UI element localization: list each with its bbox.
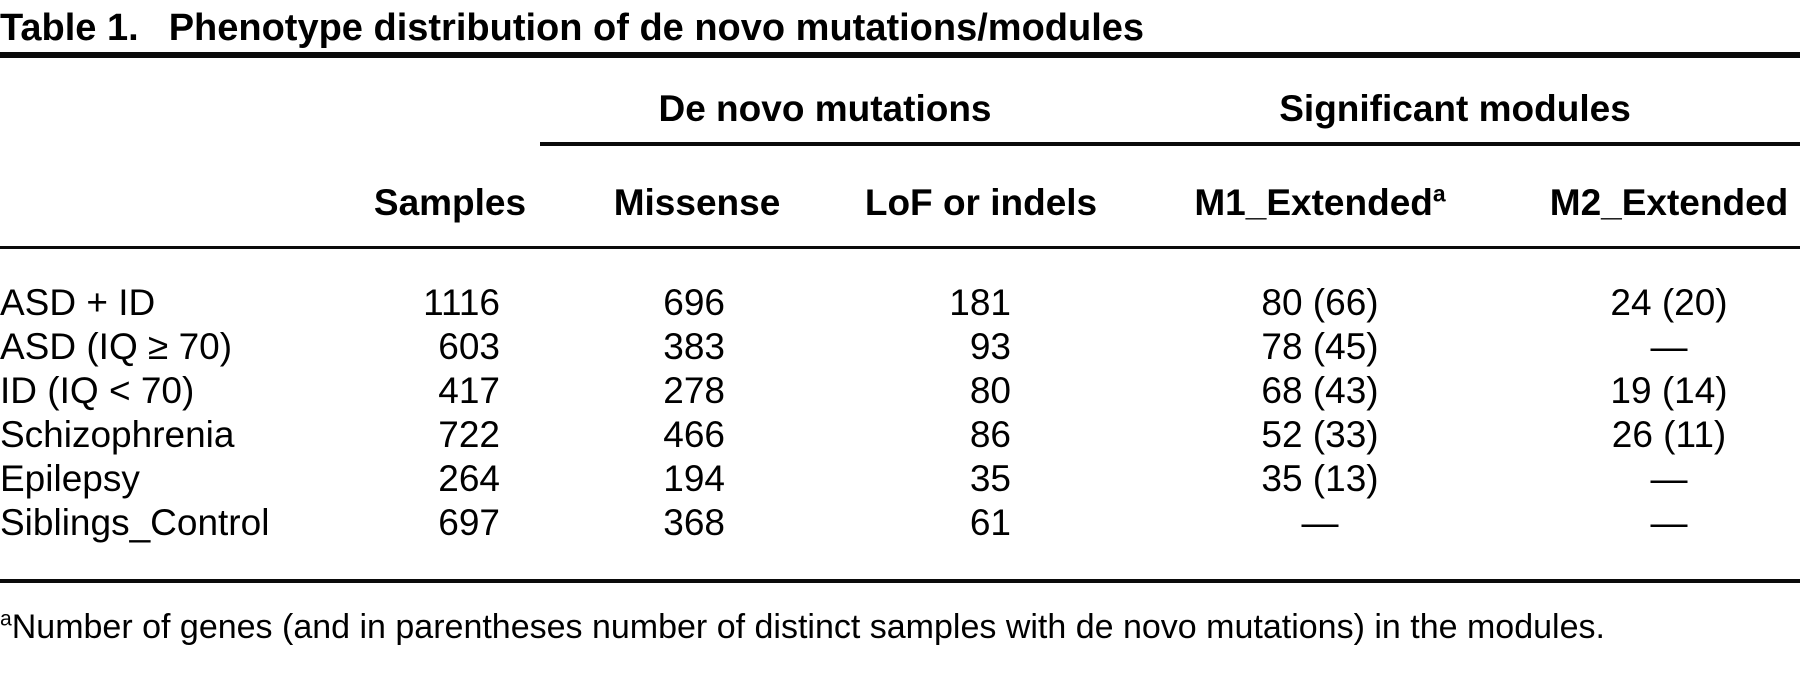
column-header-samples: Samples [360,146,540,249]
m2-cell: 19 (14) [1610,369,1728,411]
column-header-stub [0,146,360,249]
table-caption: Phenotype distribution of de novo mutati… [168,7,1145,49]
missense-cell: 368 [663,501,725,543]
footnote-marker: a [0,607,12,631]
bottom-rule [0,578,1800,583]
group-header-de-novo-mutations: De novo mutations [540,58,1110,146]
table-row: ID (IQ < 70) 417 278 80 68 (43) 19 (14) [0,369,1800,413]
samples-cell: 264 [438,457,500,499]
footnote-text: Number of genes (and in parentheses numb… [11,607,1605,646]
lof-cell: 181 [949,281,1011,323]
lof-cell: 93 [969,325,1011,367]
column-header-row: Samples Missense LoF or indels M1_Extend… [0,146,1800,249]
column-header-m1-extended: M1_Extendeda [1110,146,1460,249]
m1-cell: 68 (43) [1261,369,1379,411]
row-label-cell: ID (IQ < 70) [0,369,195,411]
lof-cell: 80 [969,369,1011,411]
m1-cell: 78 (45) [1261,325,1379,367]
missense-cell: 466 [663,413,725,455]
row-label-cell: Epilepsy [0,457,140,499]
column-header-lof-or-indels: LoF or indels [790,146,1110,249]
lof-cell: 86 [969,413,1011,455]
samples-cell: 697 [438,501,500,543]
samples-cell: 1116 [423,281,500,323]
group-header-significant-modules: Significant modules [1110,58,1800,146]
group-header-row: De novo mutations Significant modules [0,58,1800,146]
m2-cell: 24 (20) [1610,281,1728,323]
missense-cell: 194 [663,457,725,499]
missense-cell: 696 [663,281,725,323]
table-row: Siblings_Control 697 368 61 — — [0,501,1800,579]
table-row: Epilepsy 264 194 35 35 (13) — [0,457,1800,501]
lof-cell: 61 [969,501,1011,543]
missense-cell: 383 [663,325,725,367]
table-row: Schizophrenia 722 466 86 52 (33) 26 (11) [0,413,1800,457]
samples-cell: 417 [438,369,500,411]
table-row: ASD + ID 1116 696 181 80 (66) 24 (20) [0,247,1800,325]
table-number-label: Table 1. [0,7,139,49]
de-novo-mutations-label: De novo mutations [540,88,1110,146]
lof-cell: 35 [969,457,1011,499]
m1-cell: 35 (13) [1261,457,1379,499]
m1-cell: 80 (66) [1261,281,1379,323]
m2-cell: — [1650,501,1688,543]
table-footnote: aNumber of genes (and in parentheses num… [0,604,1800,651]
column-header-missense: Missense [540,146,790,249]
m1-cell: 52 (33) [1261,413,1379,455]
m1-footnote-marker: a [1432,180,1446,207]
significant-modules-label: Significant modules [1110,88,1800,146]
group-header-stub [0,58,360,146]
table-title: Table 1. Phenotype distribution of de nov… [0,0,1800,52]
m2-cell: — [1650,325,1688,367]
phenotype-table: De novo mutations Significant modules Sa… [0,58,1800,579]
row-label-cell: Schizophrenia [0,413,235,455]
row-label-cell: Siblings_Control [0,501,270,543]
row-label-cell: ASD + ID [0,281,156,323]
m1-extended-label: M1_Extended [1194,181,1433,223]
missense-cell: 278 [663,369,725,411]
group-header-stub-samples [360,58,540,146]
m2-cell: — [1650,457,1688,499]
samples-cell: 603 [438,325,500,367]
table-row: ASD (IQ ≥ 70) 603 383 93 78 (45) — [0,325,1800,369]
samples-cell: 722 [438,413,500,455]
top-rule [0,52,1800,58]
m2-cell: 26 (11) [1611,413,1727,455]
row-label-cell: ASD (IQ ≥ 70) [0,325,233,367]
column-header-m2-extended: M2_Extended [1460,146,1800,249]
m1-cell: — [1301,501,1339,543]
